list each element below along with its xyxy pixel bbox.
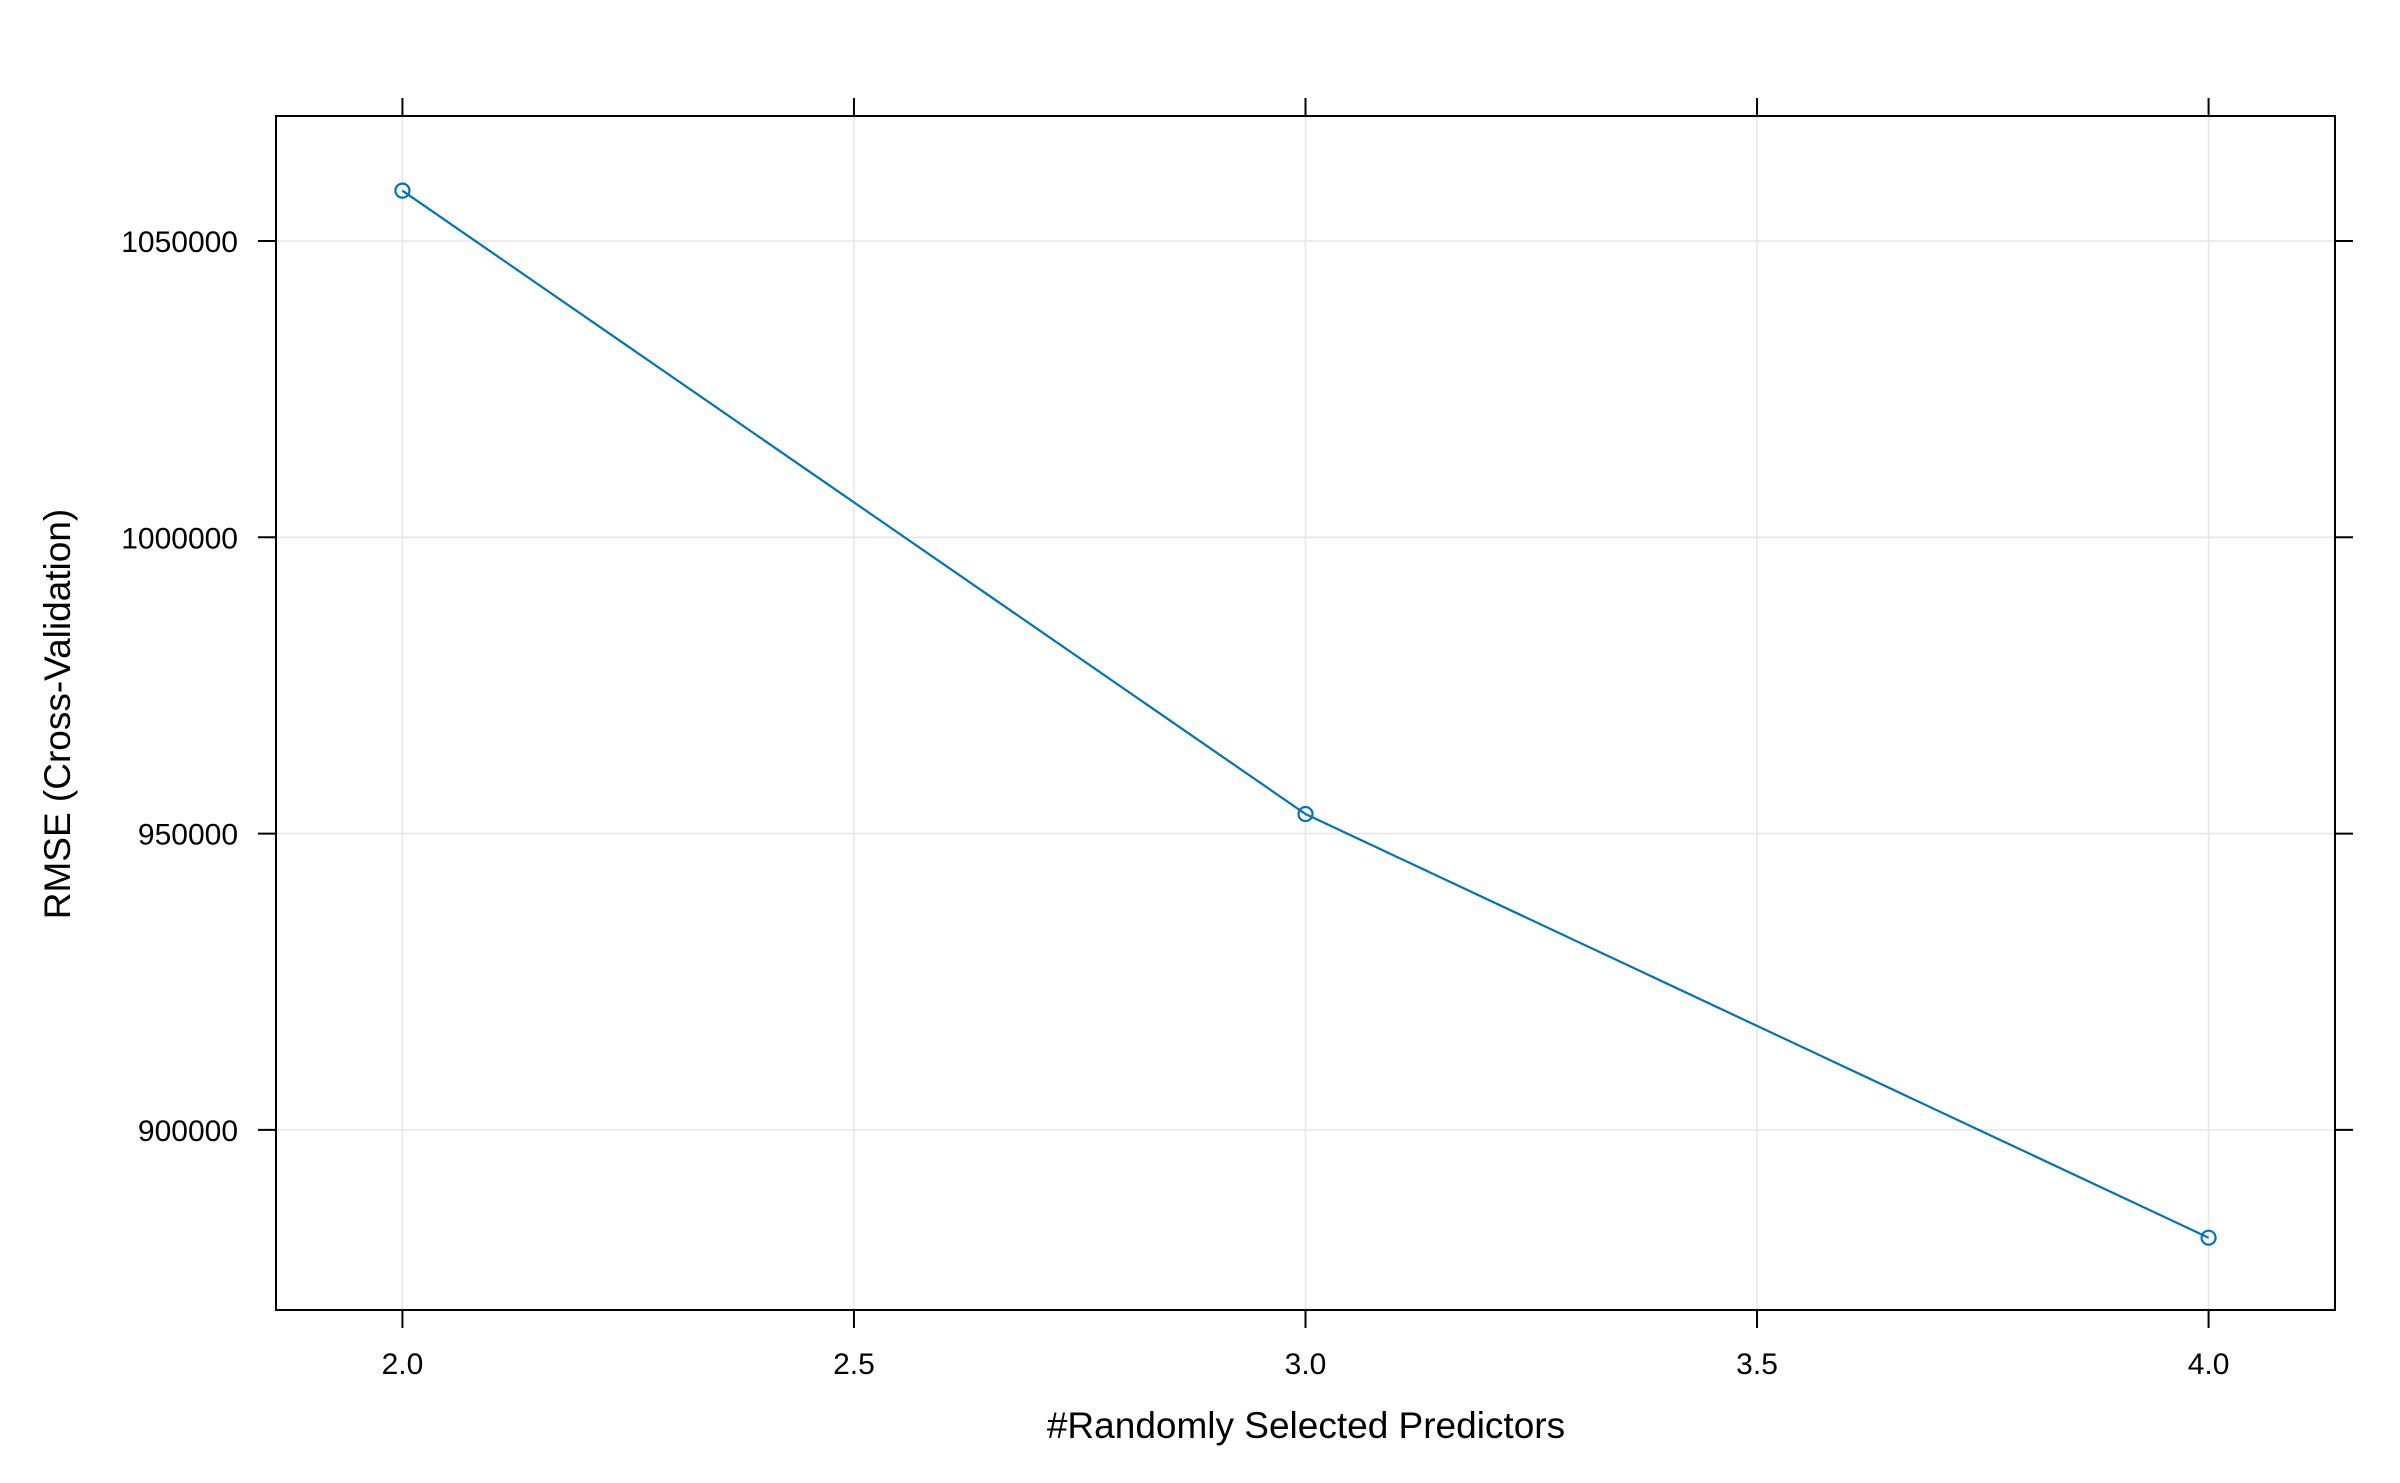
x-tick-label: 3.5 <box>1736 1348 1778 1381</box>
axis-ticks <box>258 98 2353 1328</box>
x-tick-label: 4.0 <box>2188 1348 2230 1381</box>
series-line <box>401 189 2210 1239</box>
x-tick-label: 2.0 <box>382 1348 424 1381</box>
tick-labels: 2.0 2.5 3.0 3.5 4.0 900000 950000 1000000 105000… <box>121 226 2229 1381</box>
y-axis-label: RMSE (Cross-Validation) <box>37 509 78 920</box>
y-tick-label: 900000 <box>138 1115 238 1148</box>
data-point <box>2200 1229 2217 1246</box>
y-tick-label: 1050000 <box>121 226 238 259</box>
x-tick-label: 2.5 <box>833 1348 875 1381</box>
series-layer <box>394 182 2217 1246</box>
data-point <box>394 182 411 199</box>
x-axis-label: #Randomly Selected Predictors <box>1047 1405 1565 1446</box>
data-point <box>1297 805 1314 823</box>
x-tick-label: 3.0 <box>1285 1348 1327 1381</box>
grid-lines <box>276 116 2335 1310</box>
y-tick-label: 950000 <box>138 819 238 852</box>
y-tick-label: 1000000 <box>121 522 238 555</box>
